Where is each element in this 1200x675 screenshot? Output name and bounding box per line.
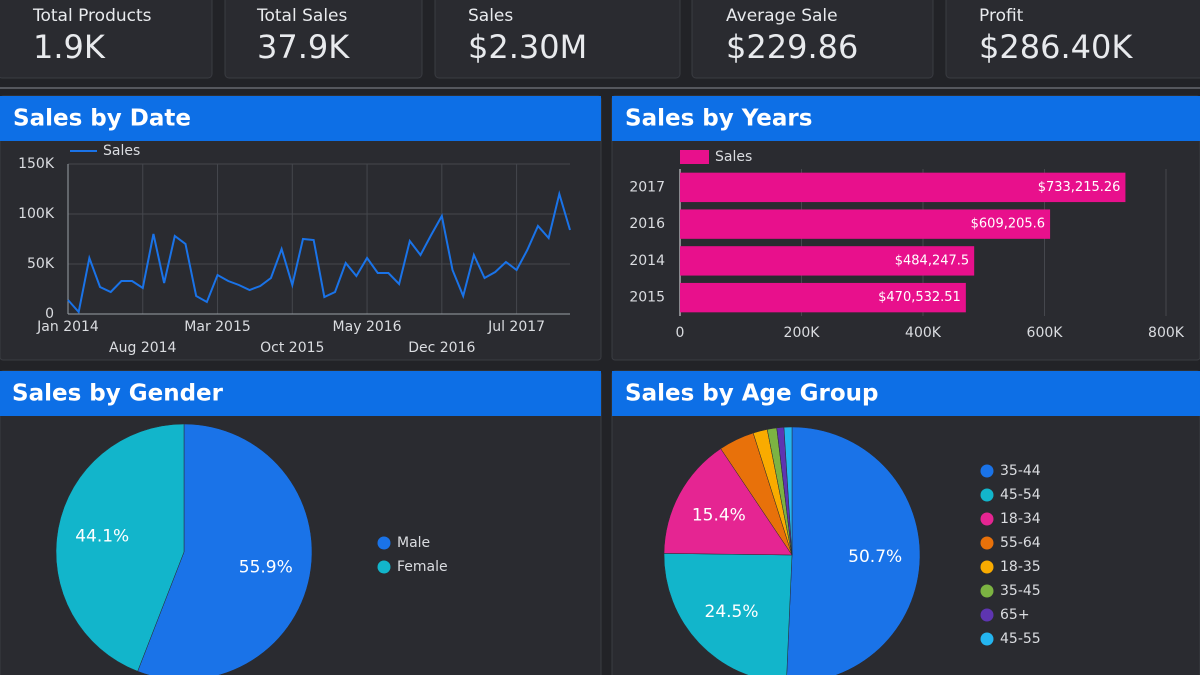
kpi-value: 37.9K	[257, 28, 350, 66]
kpi-label: Total Products	[32, 6, 152, 26]
y-tick-label: 50K	[27, 256, 55, 272]
legend-label: 35-45	[1000, 583, 1041, 599]
panel-header	[0, 371, 601, 416]
y-tick-label: 2017	[629, 179, 665, 195]
y-tick-label: 150K	[18, 156, 55, 172]
legend-swatch	[980, 632, 994, 646]
legend-label: 45-55	[1000, 631, 1041, 647]
x-tick-label: 600K	[1027, 325, 1064, 341]
pie	[55, 423, 313, 675]
pie-slice	[783, 426, 793, 556]
value-label: $484,247.5	[895, 253, 969, 268]
kpi-value: $286.40K	[979, 28, 1133, 66]
x-tick-label: Oct 2015	[260, 340, 324, 356]
x-tick-label: 800K	[1148, 325, 1185, 341]
legend-swatch	[980, 512, 994, 526]
y-tick-label: 100K	[18, 206, 55, 222]
legend-swatch	[980, 560, 994, 574]
bar	[680, 209, 1051, 239]
x-tick-label: 0	[676, 325, 685, 341]
legend-swatch	[980, 464, 994, 478]
value-label: $609,205.6	[971, 217, 1045, 232]
pie-slice	[55, 423, 185, 672]
kpi-card	[0, 0, 213, 79]
x-tick-label: Aug 2014	[109, 340, 177, 356]
panel-header	[612, 371, 1200, 416]
y-tick-label: 2015	[629, 290, 665, 306]
x-tick-label: 400K	[905, 325, 942, 341]
pie-slice	[663, 553, 793, 675]
legend-label: Female	[397, 559, 448, 575]
kpi-card	[224, 0, 423, 79]
bar	[680, 172, 1126, 203]
kpi-card	[691, 0, 934, 79]
y-tick-label: 2014	[629, 253, 665, 269]
legend-label: 35-44	[1000, 463, 1041, 479]
legend-label: 45-54	[1000, 487, 1041, 503]
kpi-value: $229.86	[726, 28, 858, 66]
kpi-value: 1.9K	[33, 28, 106, 66]
slice-label: 44.1%	[75, 527, 129, 547]
legend-label: 18-35	[1000, 559, 1041, 575]
slice-label: 24.5%	[705, 602, 759, 622]
y-tick-label: 2016	[629, 216, 665, 232]
legend-swatch	[980, 584, 994, 598]
slice-label: 55.9%	[239, 557, 293, 577]
panel-title: Sales by Years	[625, 106, 812, 132]
kpi-card	[945, 0, 1200, 79]
slice-label: 50.7%	[848, 547, 902, 567]
bar	[680, 282, 966, 313]
legend-swatch	[980, 488, 994, 502]
x-tick-label: May 2016	[333, 319, 402, 335]
pie-slice	[663, 448, 793, 556]
legend-swatch	[980, 536, 994, 550]
pie-slice	[137, 423, 313, 675]
pie	[663, 426, 921, 675]
kpi-value: $2.30M	[468, 28, 587, 66]
legend-label: Male	[397, 535, 430, 551]
panel-header	[0, 96, 601, 141]
legend-swatch	[377, 560, 391, 574]
panel-title: Sales by Age Group	[625, 381, 878, 407]
kpi-label: Total Sales	[256, 6, 347, 26]
legend-label: Sales	[715, 149, 752, 165]
x-tick-label: Jan 2014	[36, 319, 99, 335]
legend-label: 65+	[1000, 607, 1030, 623]
pie-slice	[786, 426, 921, 675]
panel-header	[612, 96, 1200, 141]
bar	[680, 246, 975, 276]
legend-label: 55-64	[1000, 535, 1041, 551]
kpi-row: Total Products 1.9K Total Sales 37.9K Sa…	[0, 0, 1200, 89]
panel-title: Sales by Gender	[12, 381, 224, 407]
legend-swatch	[680, 150, 709, 164]
legend-swatch	[377, 536, 391, 550]
kpi-label: Average Sale	[726, 6, 838, 26]
data-line	[67, 190, 571, 315]
y-tick-label: 0	[45, 306, 54, 322]
legend-label: Sales	[103, 143, 140, 159]
legend-label: 18-34	[1000, 511, 1041, 527]
legend-swatch	[980, 608, 994, 622]
slice-label: 15.4%	[692, 505, 746, 525]
x-tick-label: Mar 2015	[184, 319, 251, 335]
kpi-card	[434, 0, 681, 79]
x-tick-label: Jul 2017	[487, 319, 545, 335]
value-label: $470,532.51	[878, 290, 961, 305]
x-tick-label: Dec 2016	[408, 340, 475, 356]
value-label: $733,215.26	[1038, 180, 1121, 195]
x-tick-label: 200K	[784, 325, 821, 341]
kpi-label: Profit	[979, 6, 1024, 26]
panel-title: Sales by Date	[13, 106, 191, 132]
kpi-label: Sales	[468, 6, 513, 26]
